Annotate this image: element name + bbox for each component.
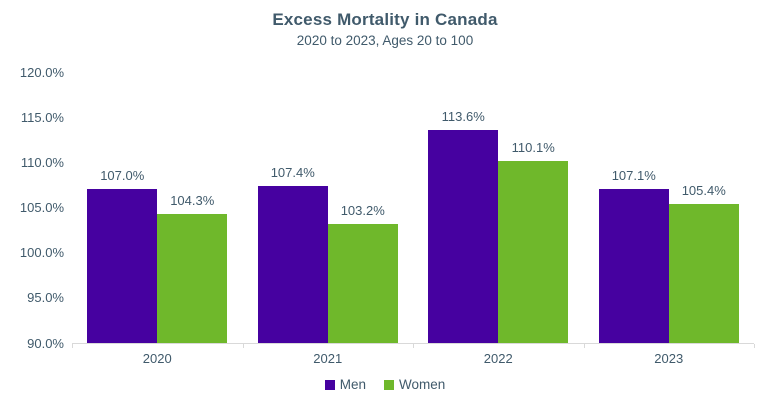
legend-item-men: Men — [324, 377, 366, 392]
bar-women-2020 — [157, 213, 228, 343]
bar-women-2022 — [498, 161, 569, 343]
x-axis-tick — [754, 344, 755, 348]
x-axis-tick — [242, 344, 244, 348]
x-axis-tick — [583, 344, 585, 348]
chart-title: Excess Mortality in Canada — [272, 10, 498, 29]
x-axis-tick — [413, 344, 414, 348]
bar-value-label: 107.0% — [100, 168, 145, 184]
x-axis-line — [72, 343, 754, 344]
x-axis-tick — [72, 344, 73, 348]
bar-value-label: 107.1% — [611, 167, 656, 183]
y-tick-label: 105.0% — [19, 200, 64, 215]
y-tick-label: 90.0% — [27, 335, 64, 351]
bar-men-2022 — [428, 129, 499, 343]
bar-men-2020 — [87, 189, 158, 343]
y-tick-label: 120.0% — [19, 64, 64, 80]
x-tick-label-2021: 2021 — [313, 351, 343, 366]
legend-label: Men — [339, 377, 366, 392]
legend: Men Women — [0, 377, 770, 392]
legend-swatch-men — [324, 379, 335, 390]
y-tick-label: 95.0% — [27, 290, 64, 306]
bar-women-2021 — [327, 223, 398, 343]
x-tick-label-2020: 2020 — [142, 351, 172, 366]
bar-value-label: 107.4% — [270, 164, 315, 180]
y-tick-label: 100.0% — [19, 245, 64, 261]
x-tick-label-2022: 2022 — [483, 351, 513, 366]
bar-men-2021 — [257, 185, 328, 343]
legend-label: Women — [398, 377, 446, 392]
legend-item-women: Women — [383, 377, 446, 392]
legend-swatch-women — [383, 379, 394, 390]
y-tick-label: 115.0% — [20, 109, 64, 125]
chart-subtitle: 2020 to 2023, Ages 20 to 100 — [296, 33, 474, 48]
bar-men-2023 — [598, 188, 669, 343]
bar-women-2023 — [668, 203, 739, 343]
bar-value-label: 105.4% — [681, 182, 726, 198]
bar-value-label: 113.6% — [441, 108, 485, 124]
y-tick-label: 110.0% — [20, 154, 64, 170]
bar-value-label: 110.1% — [511, 140, 555, 156]
bar-value-label: 104.3% — [170, 192, 215, 208]
x-tick-label-2023: 2023 — [654, 351, 684, 366]
bar-value-label: 103.2% — [340, 202, 385, 218]
